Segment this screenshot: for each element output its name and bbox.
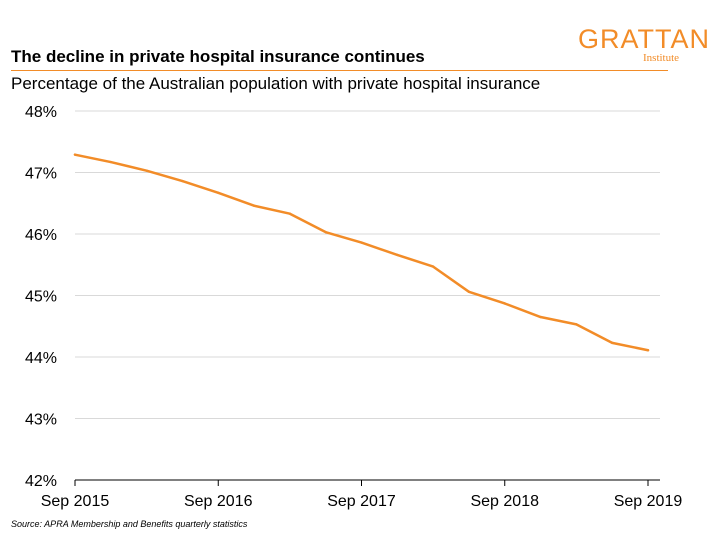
data-point xyxy=(145,169,148,172)
logo: GRATTAN xyxy=(578,24,710,54)
data-point xyxy=(109,160,113,164)
data-point xyxy=(467,290,471,294)
data-point xyxy=(360,241,363,244)
data-point xyxy=(288,212,292,215)
x-tick-label: Sep 2019 xyxy=(614,493,683,510)
y-tick-label: 46% xyxy=(25,227,57,244)
x-tick-label: Sep 2018 xyxy=(470,493,539,510)
data-point xyxy=(73,153,77,156)
chart-subtitle: Percentage of the Australian population … xyxy=(11,74,541,93)
data-point xyxy=(503,302,506,305)
data-point xyxy=(431,265,435,268)
data-point xyxy=(217,191,220,194)
data-point xyxy=(539,315,542,319)
logo-subtitle: Institute xyxy=(643,52,680,64)
chart-title: The decline in private hospital insuranc… xyxy=(11,47,425,66)
x-tick-label: Sep 2017 xyxy=(327,493,396,510)
y-tick-label: 42% xyxy=(25,473,57,490)
data-point xyxy=(181,179,184,183)
data-point xyxy=(575,323,578,326)
series-line xyxy=(73,153,650,352)
data-point xyxy=(610,341,614,345)
data-point xyxy=(252,204,256,207)
data-point xyxy=(396,253,399,257)
y-tick-label: 44% xyxy=(25,350,57,367)
title-divider xyxy=(11,70,668,71)
y-tick-label: 45% xyxy=(25,289,57,306)
data-point xyxy=(646,349,650,352)
data-point xyxy=(324,230,327,234)
y-tick-label: 48% xyxy=(25,104,57,121)
gridlines xyxy=(75,110,660,419)
source-note: Source: APRA Membership and Benefits qua… xyxy=(11,519,248,529)
y-tick-label: 47% xyxy=(25,166,57,183)
y-tick-label: 43% xyxy=(25,412,57,429)
series-layer xyxy=(73,153,650,352)
x-tick-label: Sep 2016 xyxy=(184,493,253,510)
x-tick-label: Sep 2015 xyxy=(41,493,110,510)
axes: 48% 47% 46% 45% 44% 43% 42% Sep 2015 Sep 2016 Sep… xyxy=(25,104,682,510)
